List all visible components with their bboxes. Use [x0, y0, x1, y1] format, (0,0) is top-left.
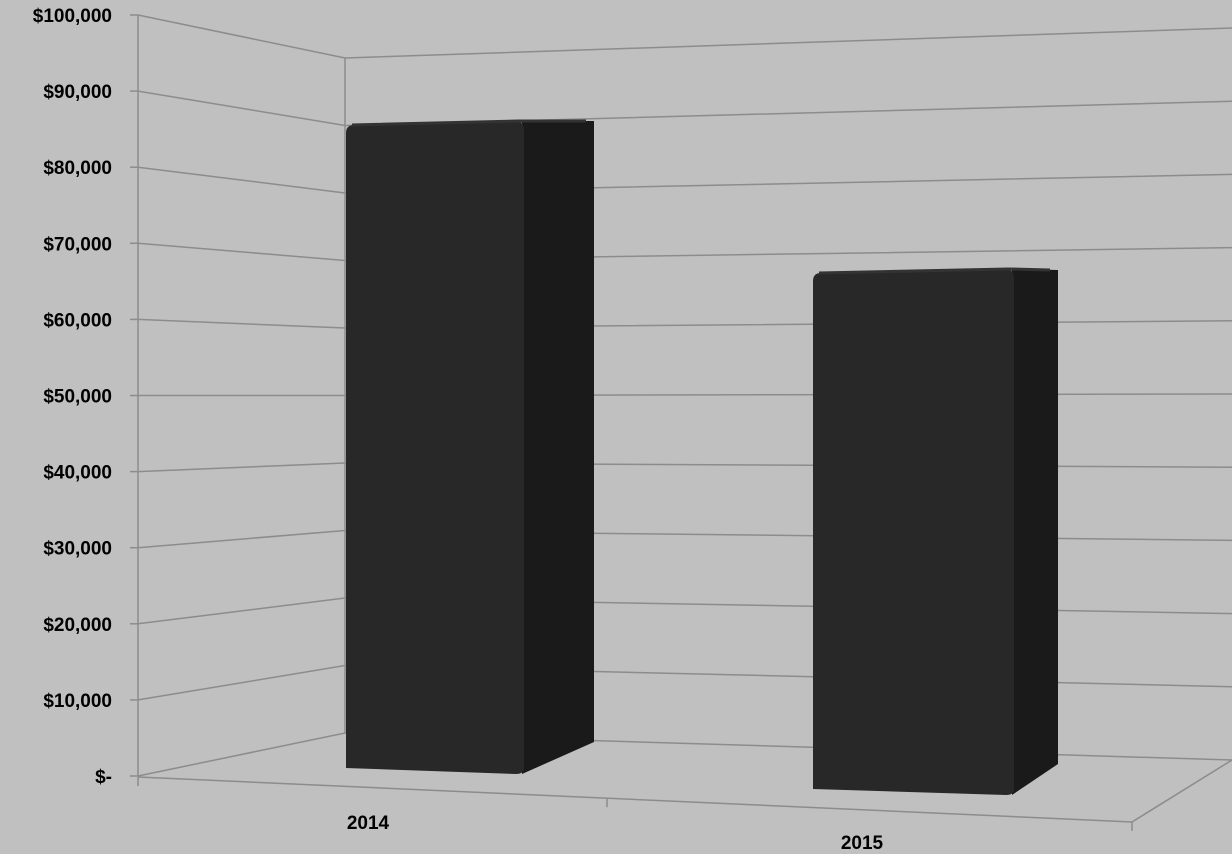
- gridline: [137, 597, 1232, 625]
- gridline: [137, 14, 1232, 59]
- y-tick-label: $40,000: [43, 463, 112, 484]
- y-tick-label: $10,000: [43, 691, 112, 712]
- gridline: [137, 90, 1232, 127]
- y-tick-label: $-: [95, 767, 112, 788]
- bar-side-face: [1012, 268, 1058, 795]
- bar-front-face: [813, 268, 1014, 795]
- floor-right-edge: [1131, 759, 1232, 823]
- bar-2014: [346, 119, 594, 774]
- bar-top-edge: [351, 119, 586, 127]
- y-tick-label: $50,000: [43, 387, 112, 408]
- labels: $- $10,000 $20,000 $30,000 $40,000 $50,000 $60…: [33, 6, 884, 854]
- y-tick-label: $30,000: [43, 539, 112, 560]
- y-tick-label: $100,000: [33, 6, 112, 27]
- y-tick-label: $90,000: [43, 82, 112, 103]
- gridline: [137, 318, 1232, 329]
- bar-2015: [813, 267, 1058, 795]
- gridline: [137, 242, 1232, 262]
- gridline: [137, 166, 1232, 194]
- bars: [346, 119, 1058, 795]
- y-tick-label: $70,000: [43, 234, 112, 255]
- x-axis-line: [137, 776, 1133, 823]
- bar-top-edge: [818, 267, 1051, 275]
- y-tick-label: $80,000: [43, 158, 112, 179]
- y-tick-label: $20,000: [43, 615, 112, 636]
- gridline: [137, 529, 1232, 549]
- x-tick-label: 2014: [347, 813, 390, 834]
- gridlines: [137, 14, 1232, 777]
- gridline: [138, 393, 1232, 397]
- y-tick-label: $60,000: [43, 310, 112, 331]
- bar-side-face: [522, 119, 594, 774]
- bar-front-face: [346, 120, 524, 774]
- gridline: [137, 664, 1232, 701]
- gridline: [137, 732, 1232, 777]
- axes: [130, 14, 1232, 831]
- gridline: [137, 462, 1232, 473]
- x-tick-label: 2015: [841, 833, 884, 854]
